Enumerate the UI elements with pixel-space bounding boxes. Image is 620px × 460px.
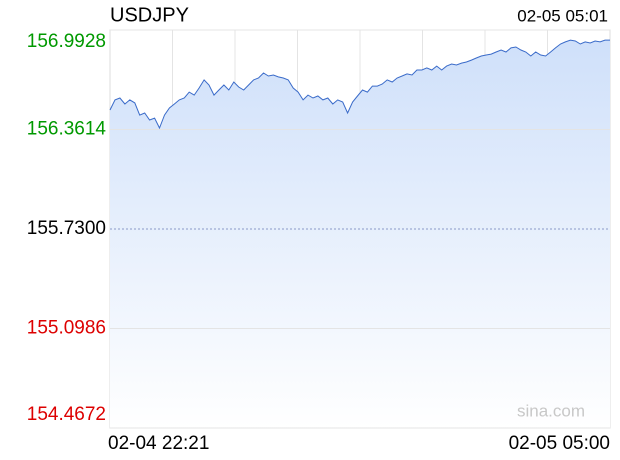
y-tick-label: 155.0986 (27, 318, 106, 339)
area (110, 40, 610, 428)
x-tick-label: 02-05 05:00 (509, 433, 610, 454)
chart-title: USDJPY (110, 4, 189, 26)
line (109, 39, 610, 130)
timestamp: 02-05 05:01 (517, 6, 608, 25)
watermark: sina.com (517, 401, 585, 420)
x-tick-label: 02-04 22:21 (108, 433, 209, 454)
y-tick-label: 156.9928 (27, 31, 106, 52)
y-tick-label: 156.3614 (27, 119, 107, 140)
y-tick-label: 155.7300 (27, 218, 106, 239)
y-tick-label: 154.4672 (27, 404, 106, 425)
